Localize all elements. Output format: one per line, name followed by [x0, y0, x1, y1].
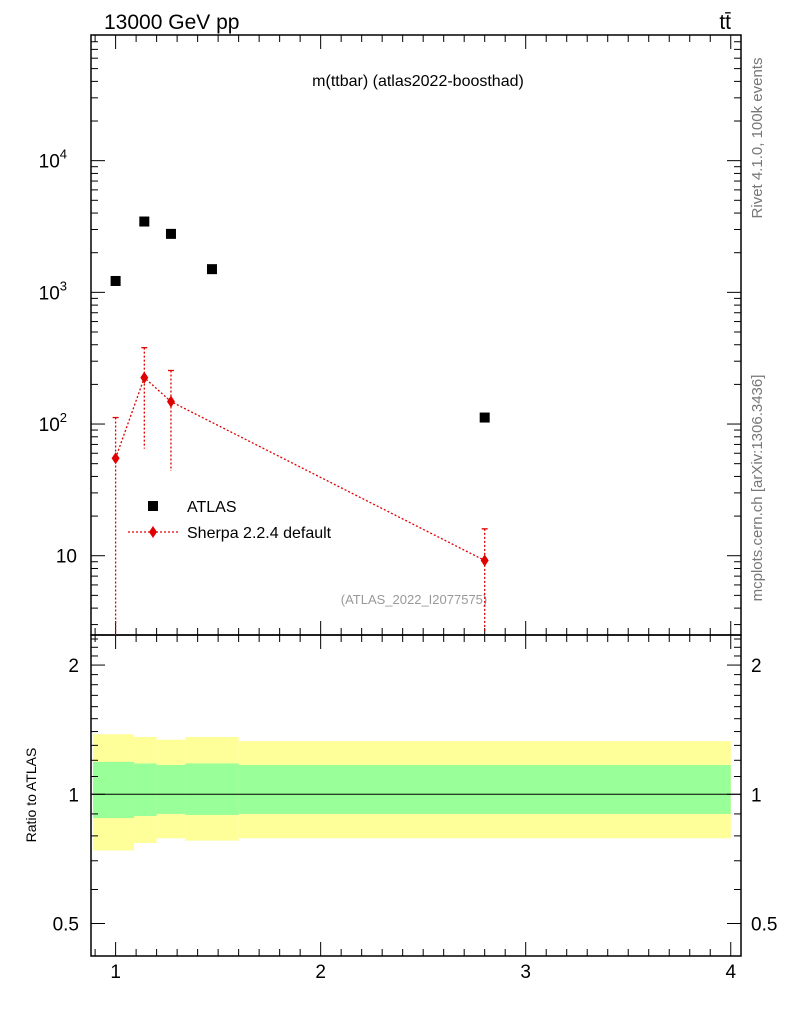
x-tick-label: 3: [520, 962, 531, 983]
main-y-tick-label: 103: [39, 278, 67, 304]
ratio-band-stat-bin: [93, 761, 135, 819]
ratio-band-stat-bin: [134, 763, 157, 817]
ratio-axis-label: Ratio to ATLAS: [23, 748, 39, 843]
analysis-watermark: (ATLAS_2022_I2077575): [341, 592, 487, 607]
main-frame: [90, 34, 742, 636]
x-tick-label: 2: [315, 962, 326, 983]
ratio-bands: [93, 734, 731, 851]
main-y-tick-label: 104: [39, 147, 67, 173]
x-tick-label: 1: [110, 962, 121, 983]
ratio-band-stat-bin: [238, 765, 731, 814]
main-y-tick-label: 10: [56, 547, 77, 568]
legend-atlas-marker: [148, 501, 158, 511]
x-tick-label: 4: [725, 962, 736, 983]
final-state-label: tt̄: [719, 11, 731, 34]
sherpa-point: [111, 452, 120, 465]
ratio-y-tick-label-right: 2: [751, 656, 762, 677]
chart-title: m(ttbar) (atlas2022-boosthad): [312, 73, 524, 90]
legend-atlas-label: ATLAS: [187, 499, 237, 516]
sherpa-point: [480, 554, 489, 567]
ratio-y-tick-label-left: 2: [68, 656, 79, 677]
legend: ATLAS Sherpa 2.2.4 default: [128, 499, 332, 542]
sherpa-line: [114, 376, 485, 562]
ratio-frame: [90, 634, 742, 957]
legend-sherpa-marker: [149, 526, 157, 538]
atlas-point: [165, 228, 176, 239]
ratio-y-tick-label-right: 1: [751, 785, 762, 806]
ratio-band-stat-bin: [156, 765, 186, 814]
atlas-point: [479, 412, 490, 423]
process-label: 13000 GeV pp: [104, 11, 239, 34]
ratio-y-tick-label-left: 0.5: [53, 914, 79, 935]
main-y-tick-label: 102: [39, 410, 67, 436]
atlas-point: [110, 275, 121, 286]
sherpa-point: [140, 371, 149, 384]
main-axes: 10 102 103 104: [39, 34, 742, 636]
legend-sherpa-label: Sherpa 2.2.4 default: [187, 525, 332, 542]
ratio-y-tick-label-right: 0.5: [751, 914, 777, 935]
mcplots-label: mcplots.cern.ch [arXiv:1306.3436]: [749, 375, 766, 602]
atlas-point: [139, 216, 150, 227]
ratio-band-stat-bin: [185, 763, 239, 815]
ratio-y-tick-label-left: 1: [68, 785, 79, 806]
atlas-point: [206, 264, 217, 275]
main-marks: [110, 216, 490, 635]
rivet-version-label: Rivet 4.1.0, 100k events: [749, 58, 766, 219]
sherpa-point: [166, 395, 175, 408]
ratio-axes: 0.5 0.5 1 1 2 2 1 2 3 4: [53, 634, 777, 983]
